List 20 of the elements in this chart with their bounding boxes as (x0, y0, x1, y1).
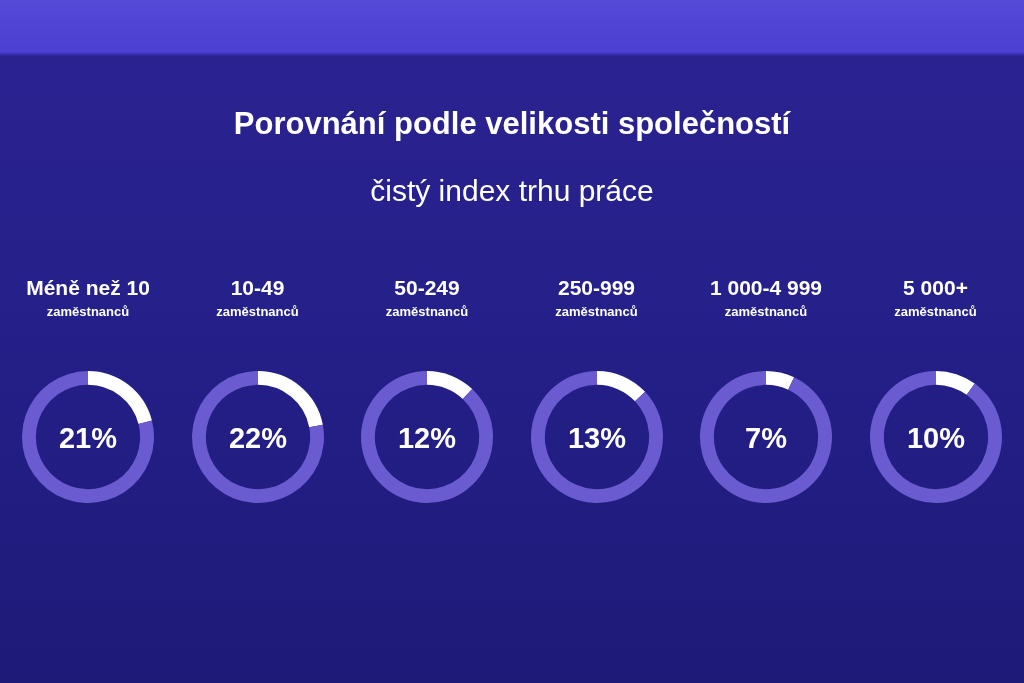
text: čistý index trhu práce (369, 174, 655, 208)
chart-title: 10-49 (229, 276, 286, 300)
chart-subtitle: zaměstnanců (45, 304, 131, 319)
chart-title: 5 000+ (902, 276, 969, 300)
chart-title: Méně než 10 (25, 276, 151, 300)
text: 22% (228, 422, 287, 454)
chart-subtitle: zaměstnanců (723, 304, 809, 319)
chart-subtitle: zaměstnanců (384, 304, 470, 319)
text: 13% (567, 422, 626, 454)
chart-title: 1 000-4 999 (708, 276, 824, 300)
chart-title: 250-999 (556, 276, 637, 300)
chart-title: 50-249 (393, 276, 461, 300)
text: 21% (58, 422, 118, 454)
text: 10% (906, 422, 965, 454)
chart-subtitle: zaměstnanců (893, 304, 978, 319)
chart-subtitle: zaměstnanců (215, 304, 300, 319)
text: Porovnání podle velikosti společností (232, 106, 792, 142)
text: 7% (745, 422, 788, 454)
text: 12% (397, 422, 457, 454)
chart-subtitle: zaměstnanců (554, 304, 639, 319)
